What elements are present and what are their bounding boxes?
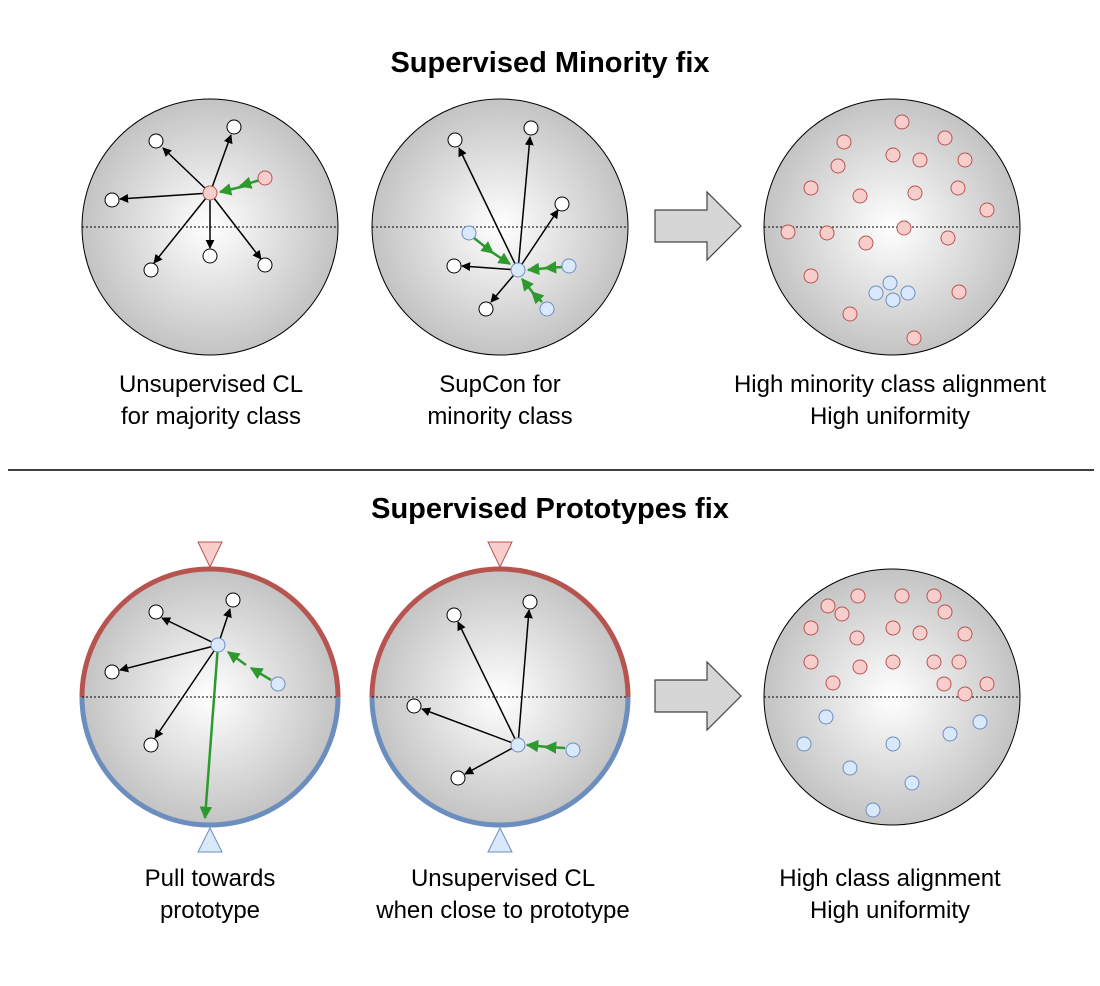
negative-point xyxy=(450,770,466,786)
bottom-section-title: Supervised Prototypes fix xyxy=(371,493,729,525)
positive-point-majority xyxy=(257,170,273,186)
positive-point-minority xyxy=(565,742,581,758)
positive-point-minority xyxy=(561,258,577,274)
bottom-panel1-caption-line1: Pull towards xyxy=(145,865,276,892)
top-panel1-push-arrows xyxy=(119,134,262,264)
negative-point xyxy=(523,120,539,136)
bottom-panel2-points xyxy=(406,594,581,786)
minority-prototype-marker xyxy=(487,826,513,853)
bottom-panel2-caption-line1: Unsupervised CL xyxy=(411,865,595,892)
anchor-point-minority xyxy=(510,262,526,278)
top-panel3-sphere xyxy=(763,98,1021,356)
bottom-panel2-caption-line2: when close to prototype xyxy=(375,897,630,924)
negative-point xyxy=(202,248,218,264)
negative-point xyxy=(446,258,462,274)
top-section-title: Supervised Minority fix xyxy=(390,47,709,79)
negative-point xyxy=(148,133,164,149)
bottom-panel3-minority-points xyxy=(796,709,988,818)
top-panel2-points xyxy=(446,120,577,317)
negative-point xyxy=(148,604,164,620)
negative-point xyxy=(104,664,120,680)
negative-point xyxy=(406,698,422,714)
bottom-panel1-sphere xyxy=(79,541,341,853)
top-panel2-caption-line2: minority class xyxy=(427,403,572,430)
negative-point xyxy=(225,592,241,608)
negative-point xyxy=(446,607,462,623)
negative-point xyxy=(143,262,159,278)
majority-prototype-marker xyxy=(197,541,223,569)
bottom-panel3-caption-line1: High class alignment xyxy=(779,865,1001,892)
negative-point xyxy=(226,119,242,135)
bottom-panel3-caption-line2: High uniformity xyxy=(810,897,970,924)
negative-point xyxy=(522,594,538,610)
top-panel1-caption-line2: for majority class xyxy=(121,403,301,430)
bottom-panel2-push-arrows xyxy=(421,609,533,775)
negative-point xyxy=(143,737,159,753)
top-panel2-pull-arrows xyxy=(473,237,564,305)
top-panel3-caption-line2: High uniformity xyxy=(810,403,970,430)
top-panel1-sphere xyxy=(81,98,339,356)
top-transition-arrow xyxy=(654,190,742,262)
bottom-panel1-caption-line2: prototype xyxy=(160,897,260,924)
negative-point xyxy=(257,257,273,273)
positive-point-minority xyxy=(461,225,477,241)
bottom-panel2-pull-arrows xyxy=(525,739,566,754)
minority-prototype-marker xyxy=(197,826,223,853)
bottom-panel1-push-arrows xyxy=(119,608,232,739)
bottom-panel1-pull-arrows xyxy=(199,644,272,820)
anchor-point-minority xyxy=(210,637,226,653)
majority-prototype-marker xyxy=(487,541,513,569)
top-panel1-points xyxy=(104,119,273,278)
bottom-transition-arrow xyxy=(654,660,742,732)
bottom-panel2-sphere xyxy=(369,541,631,853)
anchor-point-majority xyxy=(202,185,218,201)
negative-point xyxy=(478,301,494,317)
top-panel2-sphere xyxy=(371,98,629,356)
top-panel3-caption-line1: High minority class alignment xyxy=(734,371,1046,398)
top-panel1-caption-line1: Unsupervised CL xyxy=(119,371,303,398)
negative-point xyxy=(447,132,463,148)
bottom-panel3-majority-points xyxy=(803,588,995,702)
negative-point xyxy=(554,196,570,212)
positive-point-minority xyxy=(270,676,286,692)
top-panel3-majority-points xyxy=(780,114,995,346)
anchor-point-minority xyxy=(510,737,526,753)
top-panel1-pull-arrows xyxy=(218,176,261,196)
bottom-panel1-points xyxy=(104,592,286,753)
top-panel3-minority-points xyxy=(868,275,916,308)
top-panel2-caption-line1: SupCon for xyxy=(439,371,560,398)
bottom-panel3-sphere xyxy=(763,568,1021,826)
negative-point xyxy=(104,192,120,208)
positive-point-minority xyxy=(539,301,555,317)
